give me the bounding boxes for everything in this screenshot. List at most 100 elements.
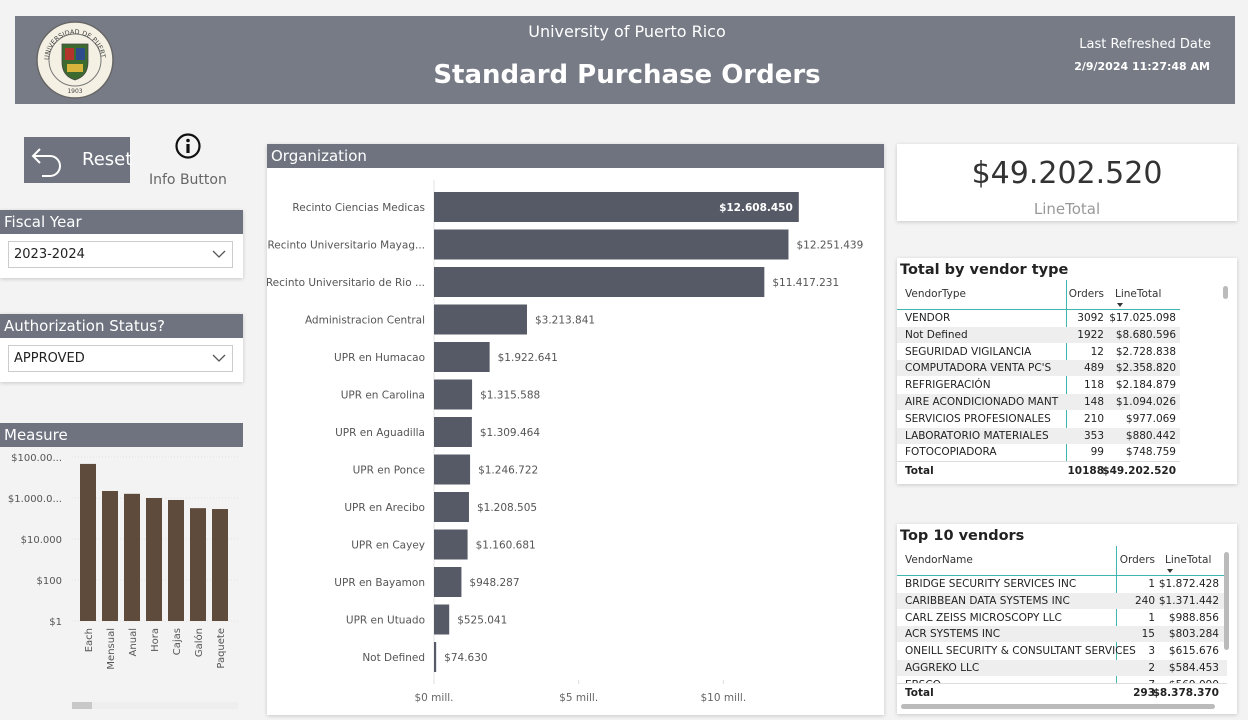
data-label: $11.417.231	[772, 277, 839, 289]
measure-panel: Measure	[0, 423, 243, 715]
table-cell: BRIDGE SECURITY SERVICES INC	[905, 578, 1077, 590]
table-cell: 1922	[1077, 328, 1104, 341]
seal-year: 1903	[67, 88, 82, 95]
refreshed-value: 2/9/2024 11:27:48 AM	[1074, 60, 1210, 73]
table-cell: 293	[1133, 687, 1155, 699]
slicer-title: Authorization Status?	[0, 314, 243, 338]
x-tick-label: Cajas	[172, 628, 183, 655]
chevron	[212, 354, 226, 362]
bar	[146, 498, 162, 621]
chart-title: Organization	[267, 144, 884, 168]
table-cell: 118	[1083, 379, 1104, 392]
y-tick-label: Recinto Universitario Mayag...	[267, 240, 425, 252]
reset-label: Reset	[82, 149, 133, 170]
bar	[434, 604, 450, 635]
table-cell: Not Defined	[905, 328, 968, 341]
table-cell: $880.442	[1125, 429, 1176, 442]
y-tick-label: $100.00...	[11, 453, 62, 464]
table-cell: $49.202.520	[1102, 465, 1176, 477]
row-stripe	[897, 660, 1227, 676]
reset-button[interactable]: Reset	[24, 137, 133, 183]
data-label: $3.213.841	[535, 315, 595, 327]
table-cell: VENDOR	[905, 312, 951, 324]
table-cell: $803.284	[1168, 628, 1219, 641]
bar	[102, 490, 118, 621]
bar	[80, 463, 96, 621]
table-cell: 353	[1083, 429, 1104, 442]
fiscal-year-slicer: Fiscal Year 2023-2024	[0, 210, 243, 278]
sort-arrow	[1117, 303, 1123, 307]
x-tick-label: Hora	[150, 628, 161, 652]
header-bar: UNIVERSIDAD DE PUERTO RICO 1903 Universi…	[15, 16, 1235, 104]
university-name: University of Puerto Rico	[528, 22, 726, 41]
table-cell: VendorType	[905, 288, 967, 300]
chevron	[212, 250, 226, 258]
y-tick-label: Not Defined	[362, 652, 425, 664]
y-tick-label: Administracion Central	[305, 315, 425, 327]
table-cell: $17.025.098	[1109, 312, 1176, 324]
table-cell: $748.759	[1125, 446, 1176, 459]
scroll-thumb[interactable]	[72, 702, 92, 709]
data-label: $948.287	[469, 577, 519, 589]
data-label: $1.315.588	[480, 390, 540, 402]
table-cell: Orders	[1068, 288, 1104, 300]
table-cell: 3092	[1077, 312, 1104, 324]
column-line	[1066, 280, 1067, 480]
y-tick-label: UPR en Utuado	[346, 615, 425, 627]
bar	[434, 342, 490, 372]
y-tick-label: $1.000.0...	[8, 494, 62, 505]
table-cell: Total	[905, 687, 934, 699]
table-cell: $584.453	[1168, 662, 1219, 674]
scrollbar	[1223, 286, 1228, 299]
header-line	[897, 575, 1227, 576]
bar	[434, 567, 462, 597]
table-cell: 3	[1148, 645, 1155, 658]
header-line	[897, 309, 1180, 310]
y-tick-label: $100	[37, 576, 62, 587]
table-cell: $8.680.596	[1115, 328, 1176, 341]
bar	[434, 454, 471, 485]
info-button[interactable]: Info Button	[144, 130, 232, 190]
bar	[434, 417, 472, 447]
table-cell: ONEILL SECURITY & CONSULTANT SERVICES	[905, 645, 1136, 658]
table-cell: LABORATORIO MATERIALES	[905, 429, 1049, 442]
bar	[434, 492, 469, 522]
table-cell: FOTOCOPIADORA	[905, 446, 997, 459]
dropdown-value: 2023-2024	[14, 247, 85, 262]
table-cell: SERVICIOS PROFESIONALES	[905, 412, 1051, 425]
data-label: $1.309.464	[480, 427, 540, 439]
x-tick-label: Each	[84, 628, 95, 652]
dropdown[interactable]: 2023-2024	[8, 241, 233, 268]
reset-icon	[31, 148, 61, 177]
y-tick-label: UPR en Carolina	[341, 390, 425, 402]
kpi-card: $49.202.520 LineTotal	[897, 144, 1237, 221]
table-cell: 2	[1148, 662, 1155, 674]
total-band	[897, 683, 1227, 704]
dropdown[interactable]: APPROVED	[8, 345, 233, 372]
table-cell: $988.856	[1168, 611, 1219, 624]
x-tick-label: Paquete	[216, 628, 227, 669]
bar	[434, 379, 473, 410]
table-title: Top 10 vendors	[900, 528, 1025, 544]
table-title: Total by vendor type	[900, 262, 1069, 278]
chart-title: Measure	[0, 423, 243, 447]
row-stripe	[897, 592, 1227, 609]
x-tick-label: $0 mill.	[414, 692, 453, 704]
dropdown-value: APPROVED	[14, 351, 85, 366]
sort-arrow	[1167, 569, 1173, 573]
bar	[190, 508, 206, 621]
table-cell: $1.872.428	[1158, 578, 1219, 590]
table-cell: AGGREKO LLC	[905, 662, 980, 674]
bar	[434, 192, 799, 222]
y-tick-label: UPR en Humacao	[334, 352, 425, 364]
table-cell: AIRE ACONDICIONADO MANT	[905, 396, 1059, 408]
info-label: Info Button	[149, 172, 227, 188]
data-label: $1.922.641	[498, 352, 558, 364]
row-stripe	[897, 360, 1180, 377]
table-cell: $8.378.370	[1152, 687, 1219, 699]
table-cell: $2.728.838	[1115, 345, 1176, 358]
table-cell: LineTotal	[1165, 554, 1212, 566]
table-cell: 489	[1083, 362, 1104, 375]
table-cell: ACR SYSTEMS INC	[905, 628, 1001, 641]
